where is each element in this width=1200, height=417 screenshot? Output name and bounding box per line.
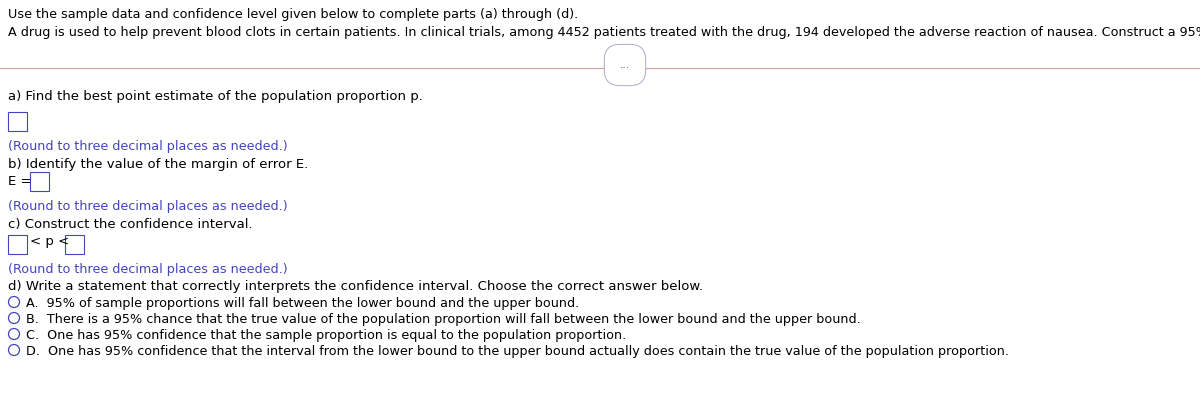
- Text: a) Find the best point estimate of the population proportion p.: a) Find the best point estimate of the p…: [8, 90, 422, 103]
- Text: E =: E =: [8, 175, 31, 188]
- FancyBboxPatch shape: [30, 172, 49, 191]
- Text: (Round to three decimal places as needed.): (Round to three decimal places as needed…: [8, 200, 288, 213]
- Text: c) Construct the confidence interval.: c) Construct the confidence interval.: [8, 218, 253, 231]
- Circle shape: [8, 329, 19, 339]
- FancyBboxPatch shape: [8, 112, 28, 131]
- Text: B.  There is a 95% chance that the true value of the population proportion will : B. There is a 95% chance that the true v…: [26, 313, 860, 326]
- Text: (Round to three decimal places as needed.): (Round to three decimal places as needed…: [8, 263, 288, 276]
- Text: ...: ...: [620, 60, 630, 70]
- Text: D.  One has 95% confidence that the interval from the lower bound to the upper b: D. One has 95% confidence that the inter…: [26, 345, 1009, 358]
- Text: A.  95% of sample proportions will fall between the lower bound and the upper bo: A. 95% of sample proportions will fall b…: [26, 297, 580, 310]
- Text: Use the sample data and confidence level given below to complete parts (a) throu: Use the sample data and confidence level…: [8, 8, 578, 21]
- Text: d) Write a statement that correctly interprets the confidence interval. Choose t: d) Write a statement that correctly inte…: [8, 280, 703, 293]
- Text: b) Identify the value of the margin of error E.: b) Identify the value of the margin of e…: [8, 158, 308, 171]
- Circle shape: [8, 312, 19, 324]
- FancyBboxPatch shape: [65, 235, 84, 254]
- Text: C.  One has 95% confidence that the sample proportion is equal to the population: C. One has 95% confidence that the sampl…: [26, 329, 626, 342]
- Text: A drug is used to help prevent blood clots in certain patients. In clinical tria: A drug is used to help prevent blood clo…: [8, 26, 1200, 39]
- Circle shape: [8, 344, 19, 356]
- Circle shape: [8, 296, 19, 307]
- FancyBboxPatch shape: [8, 235, 28, 254]
- Text: < p <: < p <: [30, 235, 70, 248]
- Text: (Round to three decimal places as needed.): (Round to three decimal places as needed…: [8, 140, 288, 153]
